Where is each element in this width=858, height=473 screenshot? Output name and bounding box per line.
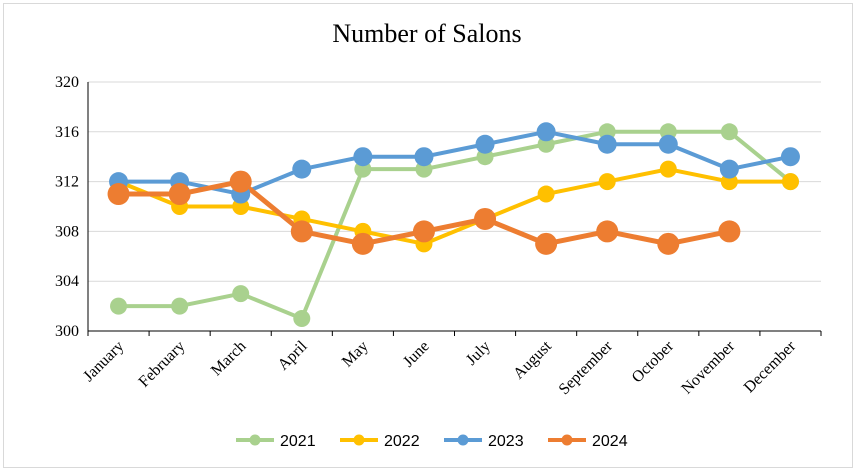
data-point-2021-april bbox=[293, 310, 311, 328]
x-tick-label-august: August bbox=[510, 337, 555, 382]
x-tick-label-march: March bbox=[208, 338, 250, 380]
legend-item-2024: 2024 bbox=[548, 433, 628, 450]
x-axis-tick-labels: January February March April May June July Augu… bbox=[80, 337, 800, 398]
data-point-2024-june bbox=[412, 220, 435, 243]
data-point-2021-november bbox=[720, 123, 738, 141]
data-point-2023-november bbox=[719, 159, 739, 179]
data-point-2023-april bbox=[292, 159, 312, 179]
data-point-2024-july bbox=[474, 207, 497, 230]
x-tick-label-november: November bbox=[678, 337, 738, 397]
data-point-2024-january bbox=[107, 183, 130, 206]
y-tick-label-300: 300 bbox=[55, 323, 79, 340]
data-point-2024-september bbox=[596, 220, 619, 243]
data-point-2024-march bbox=[229, 170, 252, 193]
series-line-2022 bbox=[116, 167, 793, 246]
legend-swatch-marker-2024 bbox=[561, 434, 573, 446]
y-tick-label-308: 308 bbox=[55, 223, 79, 240]
data-point-2022-august bbox=[537, 185, 555, 203]
y-tick-label-316: 316 bbox=[55, 124, 79, 141]
legend-label-2022: 2022 bbox=[384, 433, 420, 450]
legend-label-2021: 2021 bbox=[280, 433, 316, 450]
data-point-2021-january bbox=[110, 297, 128, 315]
y-tick-label-312: 312 bbox=[55, 174, 79, 191]
x-tick-label-may: May bbox=[339, 338, 372, 371]
legend-item-2021: 2021 bbox=[236, 433, 316, 450]
data-point-2023-september bbox=[597, 134, 617, 154]
y-axis-tick-labels: 300 304 308 312 316 320 bbox=[55, 74, 79, 340]
gridlines bbox=[88, 81, 821, 282]
data-point-2023-august bbox=[536, 122, 556, 142]
data-point-2023-july bbox=[475, 134, 495, 154]
x-tick-label-october: October bbox=[629, 337, 678, 386]
data-point-2023-june bbox=[414, 147, 434, 167]
x-tick-label-june: June bbox=[400, 338, 433, 371]
legend-item-2023: 2023 bbox=[444, 433, 524, 450]
x-tick-label-january: January bbox=[80, 338, 127, 385]
data-point-2024-august bbox=[535, 232, 558, 255]
legend: 2021 2022 2023 2024 bbox=[236, 433, 628, 450]
legend-swatch-marker-2022 bbox=[353, 434, 365, 446]
data-point-2024-november bbox=[718, 220, 741, 243]
data-point-2022-december bbox=[781, 173, 799, 191]
data-point-2024-october bbox=[657, 232, 680, 255]
legend-swatch-marker-2021 bbox=[249, 434, 261, 446]
data-point-2024-april bbox=[290, 220, 313, 243]
axes bbox=[87, 82, 822, 336]
series-markers bbox=[107, 122, 800, 328]
series-line-2021 bbox=[116, 129, 793, 321]
y-tick-label-304: 304 bbox=[55, 273, 79, 290]
legend-label-2024: 2024 bbox=[592, 433, 628, 450]
data-point-2022-september bbox=[598, 173, 616, 191]
data-point-2022-october bbox=[659, 160, 677, 178]
legend-label-2023: 2023 bbox=[488, 433, 524, 450]
data-point-2021-march bbox=[232, 285, 250, 303]
data-point-2024-february bbox=[168, 183, 191, 206]
x-tick-label-september: September bbox=[556, 337, 617, 398]
data-point-2023-may bbox=[353, 147, 373, 167]
legend-item-2022: 2022 bbox=[340, 433, 420, 450]
data-point-2024-may bbox=[351, 232, 374, 255]
y-tick-label-320: 320 bbox=[55, 74, 79, 91]
chart-title: Number of Salons bbox=[332, 19, 521, 48]
legend-swatch-marker-2023 bbox=[457, 434, 469, 446]
x-tick-label-july: July bbox=[463, 338, 494, 369]
x-tick-label-february: February bbox=[136, 338, 189, 391]
series-line-2023 bbox=[116, 129, 793, 197]
x-tick-label-april: April bbox=[275, 337, 311, 373]
data-point-2023-october bbox=[658, 134, 678, 154]
data-point-2021-february bbox=[171, 297, 189, 315]
x-tick-label-december: December bbox=[741, 337, 800, 396]
series-lines bbox=[116, 129, 793, 321]
data-point-2023-december bbox=[780, 147, 800, 167]
